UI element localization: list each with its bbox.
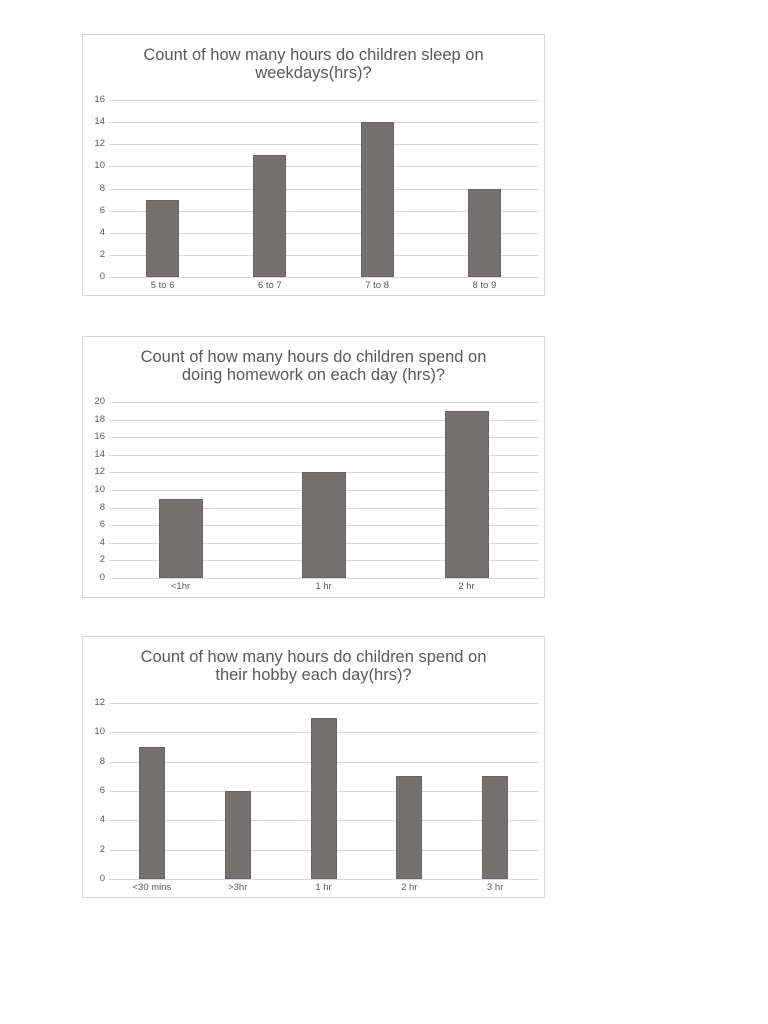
gridline <box>109 454 538 456</box>
chart-title-line: their hobby each day(hrs)? <box>215 666 412 684</box>
y-tick-label: 6 <box>99 785 105 796</box>
gridline <box>109 188 538 190</box>
gridline <box>109 578 538 579</box>
gridline <box>109 210 538 212</box>
x-tick-label: 3 hr <box>486 882 504 893</box>
gridline <box>109 277 538 278</box>
y-tick-label: 10 <box>94 484 105 495</box>
bar <box>467 188 501 277</box>
x-tick-label: 6 to 7 <box>257 280 282 291</box>
gridline <box>109 419 538 421</box>
y-tick-label: 10 <box>94 726 105 738</box>
x-tick-label: 5 to 6 <box>150 280 175 291</box>
y-tick-label: 2 <box>99 554 105 566</box>
bar <box>396 776 423 879</box>
bar-chart-1: Count of how many hours do children slee… <box>82 34 545 296</box>
bar <box>301 472 346 578</box>
bar <box>146 199 180 277</box>
chart-title-line: doing homework on each day (hrs)? <box>181 366 446 384</box>
y-tick-label: 10 <box>94 160 105 172</box>
gridline <box>109 402 538 403</box>
gridline <box>109 437 538 439</box>
bar <box>360 122 394 277</box>
y-tick-label: 14 <box>94 448 105 460</box>
gridline <box>109 232 538 234</box>
x-tick-label: 1 hr <box>315 882 332 893</box>
bar <box>224 791 251 879</box>
bar <box>253 155 287 277</box>
y-tick-label: 16 <box>94 431 105 443</box>
bar <box>482 776 509 879</box>
x-tick-label: 1 hr <box>315 581 332 592</box>
chart-title-line: weekdays(hrs)? <box>255 64 372 82</box>
chart-title: Count of how many hours do children slee… <box>83 46 544 82</box>
chart-title: Count of how many hours do children spen… <box>83 348 544 384</box>
x-tick-label: <1hr <box>170 581 191 592</box>
bar <box>310 717 337 879</box>
y-tick-label: 8 <box>99 182 105 194</box>
gridline <box>109 879 538 880</box>
chart-title-line: Count of how many hours do children spen… <box>140 348 487 366</box>
y-tick-label: 18 <box>94 413 105 425</box>
y-tick-label: 4 <box>99 536 105 548</box>
y-tick-label: 4 <box>99 814 105 826</box>
bar <box>158 498 203 578</box>
y-tick-label: 14 <box>94 116 105 128</box>
y-tick-label: 4 <box>99 226 105 238</box>
gridline <box>109 122 538 124</box>
x-tick-label: <30 mins <box>132 882 172 893</box>
gridline <box>109 254 538 256</box>
x-tick-label: 2 hr <box>458 581 475 592</box>
gridline <box>109 703 538 704</box>
gridline <box>109 166 538 168</box>
chart-title: Count of how many hours do children spen… <box>83 648 544 684</box>
y-tick-label: 0 <box>99 271 105 282</box>
gridline <box>109 144 538 146</box>
bar <box>444 410 489 578</box>
y-tick-label: 0 <box>99 873 105 884</box>
x-tick-label: 2 hr <box>401 882 418 893</box>
y-tick-label: 2 <box>99 843 105 855</box>
x-tick-label: >3hr <box>228 882 248 893</box>
x-tick-label: 8 to 9 <box>472 280 497 291</box>
y-tick-label: 8 <box>99 501 105 513</box>
chart-title-line: Count of how many hours do children spen… <box>140 648 487 666</box>
y-tick-label: 12 <box>94 138 105 150</box>
bar-chart-2: Count of how many hours do children spen… <box>82 336 545 598</box>
y-tick-label: 12 <box>94 697 105 708</box>
gridline <box>109 100 538 101</box>
bar <box>138 747 165 879</box>
y-tick-label: 16 <box>94 94 105 105</box>
y-tick-label: 8 <box>99 755 105 767</box>
x-tick-label: 7 to 8 <box>365 280 390 291</box>
y-tick-label: 6 <box>99 204 105 216</box>
y-tick-label: 0 <box>99 572 105 583</box>
bar-chart-3: Count of how many hours do children spen… <box>82 636 545 898</box>
y-tick-label: 2 <box>99 248 105 260</box>
chart-title-line: Count of how many hours do children slee… <box>143 46 484 64</box>
y-tick-label: 20 <box>94 396 105 407</box>
y-tick-label: 12 <box>94 466 105 478</box>
y-tick-label: 6 <box>99 519 105 531</box>
